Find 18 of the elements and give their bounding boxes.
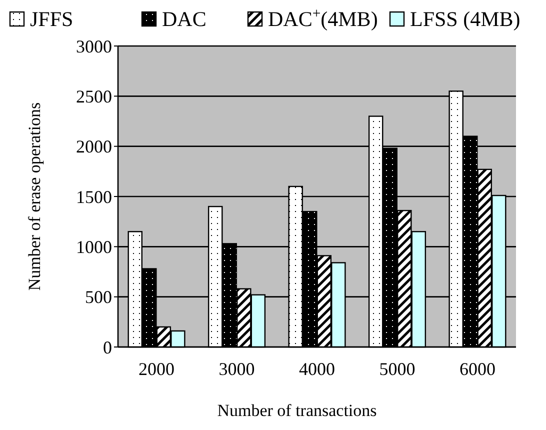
y-tick-label: 1500 (76, 186, 112, 207)
legend-label: JFFS (30, 7, 74, 31)
y-tick-label: 2500 (76, 86, 112, 106)
y-tick-label: 0 (103, 337, 112, 358)
y-tick-label: 1000 (76, 236, 112, 257)
x-tick-label: 6000 (459, 359, 496, 379)
y-tick-label: 2000 (76, 136, 112, 157)
legend-label: DAC (162, 7, 206, 31)
y-axis-title: Number of erase operations (25, 102, 44, 291)
x-tick-label: 2000 (138, 359, 175, 379)
y-tick-label: 3000 (76, 36, 112, 56)
legend-label: DAC$^{+}$(4MB) (268, 6, 378, 31)
y-tick-label: 500 (85, 287, 112, 308)
legend-label: LFSS (4MB) (410, 7, 520, 31)
x-tick-label: 5000 (379, 359, 416, 379)
x-tick-label: 3000 (218, 359, 255, 379)
x-axis-title: Number of transactions (217, 401, 377, 420)
x-tick-label: 4000 (299, 359, 335, 379)
